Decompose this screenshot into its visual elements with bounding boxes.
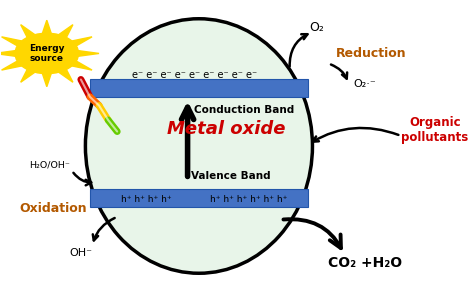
Polygon shape — [72, 37, 92, 46]
Text: h⁺ h⁺ h⁺ h⁺ h⁺ h⁺: h⁺ h⁺ h⁺ h⁺ h⁺ h⁺ — [210, 195, 288, 204]
Text: Metal oxide: Metal oxide — [167, 120, 285, 138]
Text: Energy
source: Energy source — [29, 44, 64, 63]
Polygon shape — [72, 61, 92, 70]
Ellipse shape — [85, 19, 312, 273]
Text: e⁻ e⁻ e⁻ e⁻ e⁻ e⁻ e⁻ e⁻ e⁻: e⁻ e⁻ e⁻ e⁻ e⁻ e⁻ e⁻ e⁻ e⁻ — [132, 70, 257, 80]
Text: Organic
pollutants: Organic pollutants — [401, 116, 469, 144]
Bar — [90, 190, 308, 207]
Text: CO₂ +H₂O: CO₂ +H₂O — [328, 256, 402, 270]
Polygon shape — [59, 69, 73, 82]
Polygon shape — [1, 61, 22, 70]
Polygon shape — [42, 74, 51, 87]
Text: Oxidation: Oxidation — [20, 202, 87, 215]
Polygon shape — [21, 25, 35, 37]
Polygon shape — [0, 51, 15, 56]
Text: O₂: O₂ — [310, 21, 324, 34]
Polygon shape — [78, 51, 99, 56]
Polygon shape — [42, 20, 51, 33]
Text: Reduction: Reduction — [336, 47, 407, 60]
Polygon shape — [21, 69, 35, 82]
Text: H₂O/OH⁻: H₂O/OH⁻ — [28, 160, 70, 169]
Polygon shape — [1, 37, 22, 46]
Circle shape — [15, 33, 79, 74]
Text: h⁺ h⁺ h⁺ h⁺: h⁺ h⁺ h⁺ h⁺ — [121, 195, 172, 204]
Text: Conduction Band: Conduction Band — [194, 105, 294, 115]
Bar — [90, 79, 308, 97]
Text: O₂·⁻: O₂·⁻ — [353, 79, 376, 89]
Polygon shape — [59, 25, 73, 37]
Text: Valence Band: Valence Band — [191, 171, 271, 181]
Text: OH⁻: OH⁻ — [69, 248, 92, 258]
